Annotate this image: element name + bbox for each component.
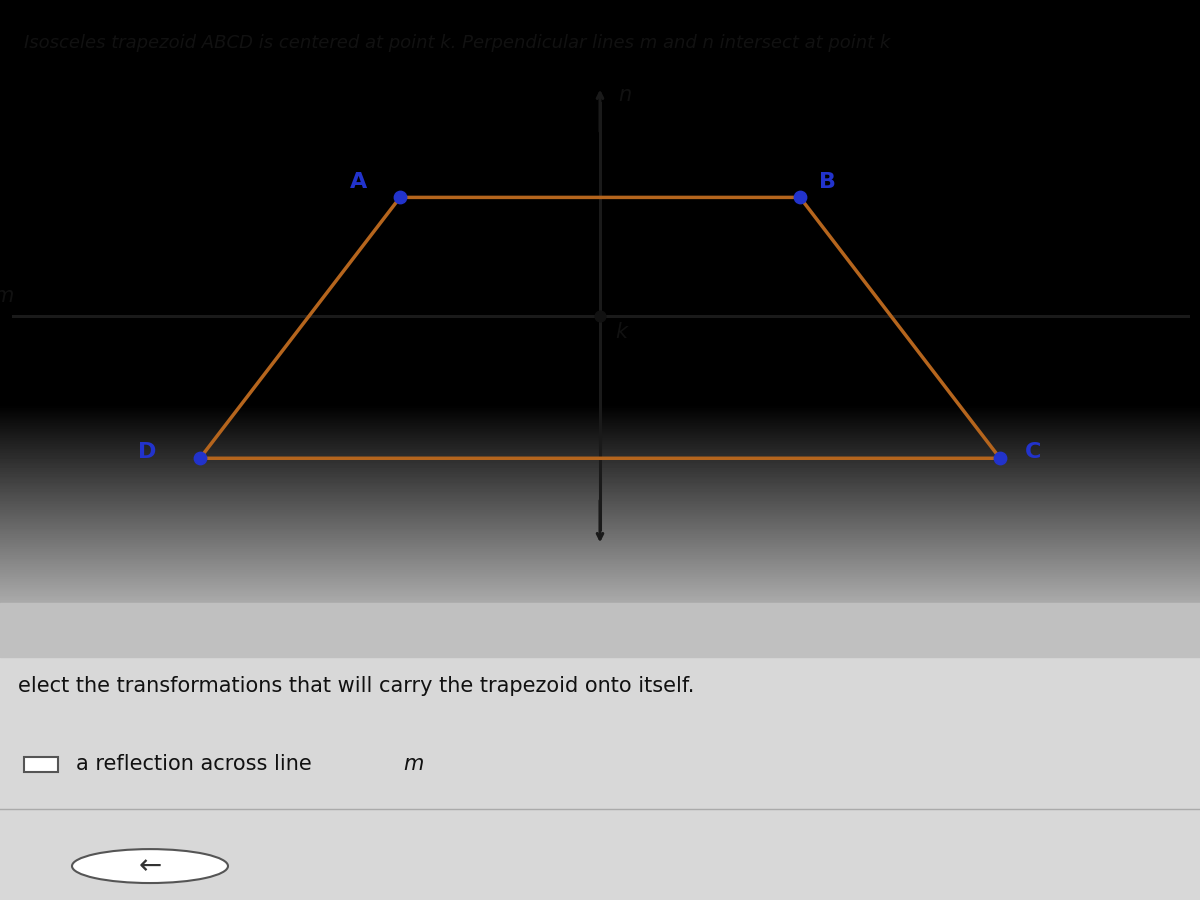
Text: n: n [619,85,632,105]
Bar [0,657,1200,900]
Bar [0,603,1200,657]
Text: Isosceles trapezoid ABCD is centered at point k. Perpendicular lines m and n int: Isosceles trapezoid ABCD is centered at … [24,34,890,52]
Point [990,451,1009,465]
Circle shape [72,849,228,883]
Text: k: k [616,322,628,342]
Text: m: m [403,754,424,774]
Text: m: m [0,285,14,306]
Point [191,451,210,465]
Point [791,190,810,204]
Text: a reflection across line: a reflection across line [76,754,318,774]
Text: A: A [350,172,367,192]
Point [590,309,610,323]
Text: C: C [1025,442,1042,463]
Text: elect the transformations that will carry the trapezoid onto itself.: elect the transformations that will carr… [18,676,695,696]
Text: B: B [818,172,835,192]
Text: D: D [138,442,156,463]
Text: ←: ← [138,852,162,880]
FancyBboxPatch shape [24,757,58,771]
Point [390,190,409,204]
